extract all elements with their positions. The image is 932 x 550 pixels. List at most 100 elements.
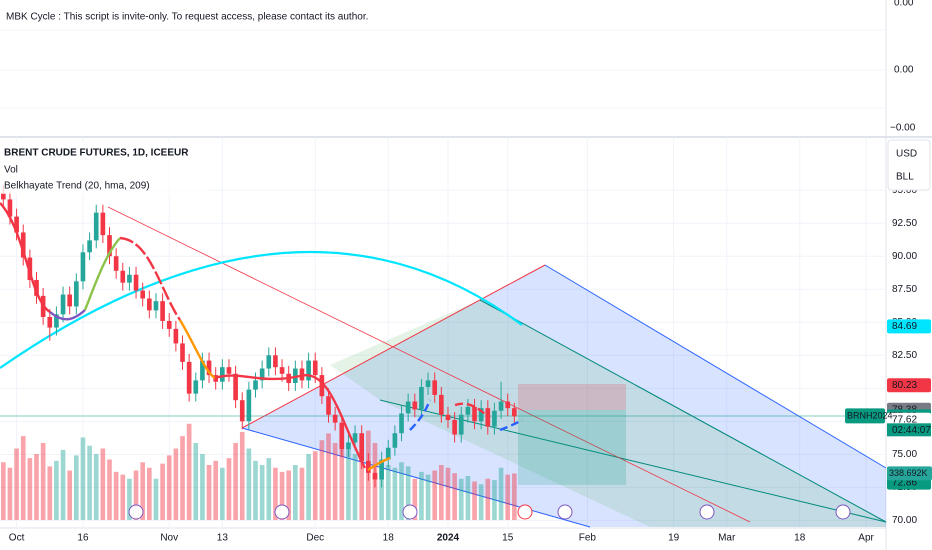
price-tag-label: 72.86	[892, 477, 917, 488]
candle-body	[472, 406, 477, 422]
volume-bar	[266, 458, 272, 520]
volume-bar	[505, 474, 511, 520]
candle-body	[379, 459, 384, 480]
x-tick-label: Dec	[306, 533, 324, 544]
volume-bar	[7, 467, 13, 520]
candle-body	[432, 380, 438, 395]
hma-line	[454, 402, 491, 419]
candle-body	[166, 320, 172, 329]
candle-body	[14, 216, 19, 233]
event-icon[interactable]	[402, 504, 418, 520]
candle-body	[425, 380, 431, 387]
channel-line	[241, 264, 546, 429]
candle-body	[445, 414, 451, 421]
candle-body	[54, 314, 59, 328]
candle-body	[73, 281, 79, 307]
candle-body	[186, 361, 192, 394]
candle-body	[239, 400, 245, 422]
volume-bar	[478, 484, 484, 520]
candle-body	[346, 442, 351, 450]
event-icon[interactable]	[835, 504, 851, 520]
volume-bar	[458, 478, 464, 520]
volume-tag	[887, 466, 932, 481]
y-tick-label: 82.50	[892, 350, 917, 361]
candle-body	[160, 301, 165, 321]
legend-bg	[0, 142, 210, 194]
channel-line	[479, 299, 887, 523]
candle-body	[233, 373, 238, 401]
candle-body	[226, 367, 232, 374]
volume-bar	[279, 471, 285, 520]
countdown-tag	[887, 423, 931, 437]
price-tag	[887, 412, 931, 427]
x-tick-label: 18	[794, 533, 806, 544]
candle-body	[279, 367, 285, 374]
volume-bar	[399, 462, 404, 520]
top-y-label: −0.00	[890, 123, 916, 134]
volume-bar	[60, 449, 66, 520]
symbol-tag-label: BRNH2024	[847, 411, 893, 421]
candle-body	[512, 408, 517, 417]
volume-bar	[233, 443, 238, 520]
volume-bar	[193, 443, 199, 520]
candle-body	[478, 408, 484, 422]
volume-bar	[439, 465, 444, 520]
candle-body	[392, 433, 398, 448]
candle-body	[60, 294, 66, 315]
hma-line	[367, 456, 391, 471]
candle-body	[140, 290, 146, 299]
volume-bar	[319, 440, 325, 520]
event-icon[interactable]	[517, 504, 533, 520]
top-y-label: 0.00	[894, 65, 914, 76]
y-tick-label: 92.50	[892, 218, 917, 229]
candle-body	[147, 298, 152, 311]
candle-body	[439, 394, 444, 415]
candle-body	[93, 212, 99, 241]
volume-bar	[485, 478, 491, 520]
candle-body	[7, 199, 13, 217]
volume-bar	[332, 443, 338, 520]
volume-bar	[93, 454, 99, 520]
event-icon[interactable]	[128, 504, 144, 520]
event-icons	[128, 504, 851, 520]
channel-line	[379, 399, 887, 523]
volume-bar	[14, 448, 19, 520]
candle-body	[498, 401, 504, 411]
price-tag	[887, 378, 931, 393]
volume-bar	[166, 455, 172, 520]
volume-bar	[140, 462, 146, 520]
event-icon[interactable]	[557, 504, 573, 520]
volume-bar	[27, 458, 33, 520]
candle-body	[133, 274, 139, 291]
volume-bar	[512, 473, 517, 520]
volume-bar	[465, 476, 471, 520]
scale-button[interactable]: USD	[896, 149, 917, 160]
candle-body	[173, 328, 179, 344]
volume-bar	[239, 432, 245, 520]
volume-bar	[286, 470, 292, 520]
candle-body	[458, 414, 464, 435]
volume-bar	[405, 466, 411, 520]
legend-title: BRENT CRUDE FUTURES, 1D, ICEEUR	[4, 148, 189, 159]
volume-tag-label: 338.692K	[889, 468, 928, 478]
volume-bar	[359, 437, 365, 520]
scale-button[interactable]: BLL	[896, 172, 914, 183]
volume-bar	[452, 473, 457, 520]
volume-bar	[259, 465, 265, 520]
x-tick-label: 18	[383, 533, 395, 544]
volume-bar	[492, 480, 497, 520]
volume-bar	[339, 425, 345, 520]
candle-body	[107, 235, 112, 257]
price-tag-label: 84.69	[892, 321, 917, 332]
event-icon[interactable]	[699, 504, 715, 520]
y-tick-label: 87.50	[892, 284, 917, 295]
top-y-label: 0.00	[894, 0, 914, 9]
candle-body	[127, 274, 132, 283]
legend-item: Belkhayate Trend (20, hma, 209)	[4, 181, 150, 192]
volume-bar	[445, 467, 451, 520]
candle-body	[326, 396, 331, 415]
volume-bar	[186, 423, 192, 520]
candle-body	[385, 447, 391, 460]
event-icon[interactable]	[274, 504, 290, 520]
